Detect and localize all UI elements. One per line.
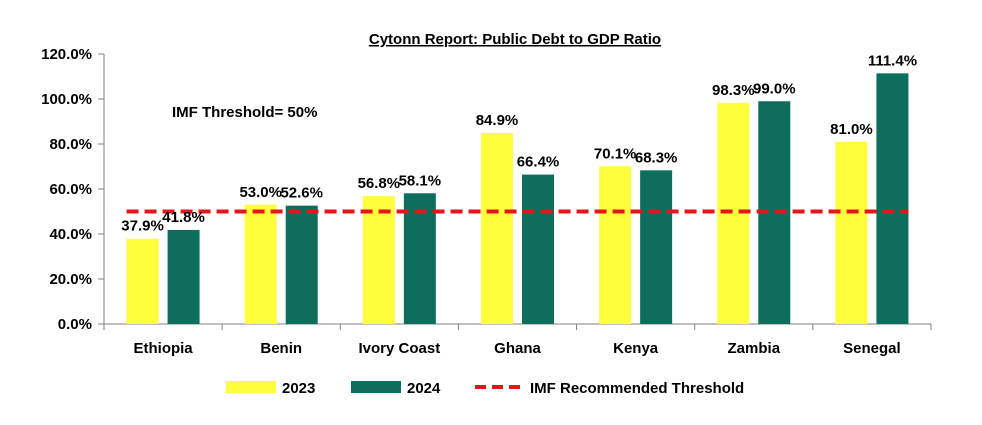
threshold-annotation: IMF Threshold= 50% (172, 104, 317, 121)
bar-2023 (362, 196, 395, 324)
x-tick-label: Zambia (728, 340, 781, 357)
chart-title: Cytonn Report: Public Debt to GDP Ratio (369, 31, 661, 48)
x-tick-label: Ghana (494, 340, 541, 357)
legend-swatch (226, 381, 276, 393)
bar-2024 (522, 174, 554, 324)
data-label: 81.0% (830, 121, 873, 138)
y-tick-label: 20.0% (49, 271, 92, 288)
bar-2023 (244, 204, 277, 324)
bar-2023 (835, 141, 868, 324)
bar-2024 (167, 229, 200, 324)
bar-2023 (599, 166, 632, 324)
data-label: 98.3% (712, 82, 755, 99)
y-tick-label: 60.0% (49, 181, 92, 198)
x-tick-label: Benin (260, 340, 302, 357)
x-tick-label: Senegal (843, 340, 901, 357)
axes: 0.0% 20.0% 40.0% 60.0% 80.0% 100.0% 120.0% Ethi… (41, 46, 932, 357)
bar-2024 (640, 170, 673, 324)
bar-2024 (403, 193, 436, 324)
data-label: 66.4% (517, 154, 560, 171)
x-tick-label: Ethiopia (133, 340, 193, 357)
y-tick-label: 80.0% (49, 136, 92, 153)
y-tick-label: 40.0% (49, 226, 92, 243)
legend: 2023 2024 IMF Recommended Threshold (226, 380, 744, 397)
data-label: 37.9% (121, 218, 164, 235)
x-tick-label: Kenya (613, 340, 659, 357)
data-label: 99.0% (753, 80, 796, 97)
bar-2023 (126, 238, 159, 324)
legend-label: IMF Recommended Threshold (530, 380, 744, 397)
y-tick-label: 0.0% (58, 316, 92, 333)
data-label: 84.9% (476, 112, 519, 129)
bar-2024 (876, 73, 909, 324)
bar-2023 (481, 132, 513, 324)
data-label: 68.3% (635, 149, 678, 166)
data-label: 111.4% (868, 52, 917, 69)
y-tick-label: 120.0% (41, 46, 92, 63)
legend-label: 2023 (282, 380, 315, 397)
data-labels: 37.9% 53.0% 56.8% 84.9% 70.1% 98.3% 81.0% 41.8%… (121, 52, 917, 234)
data-label: 58.1% (399, 172, 442, 189)
y-tick-label: 100.0% (41, 91, 92, 108)
data-label: 53.0% (239, 184, 282, 201)
data-label: 52.6% (280, 185, 323, 202)
legend-swatch (351, 381, 401, 393)
data-label: 70.1% (594, 145, 637, 162)
x-tick-label: Ivory Coast (359, 340, 441, 357)
data-label: 56.8% (358, 175, 401, 192)
data-label: 41.8% (162, 209, 205, 226)
bar-2024 (285, 205, 318, 324)
legend-label: 2024 (407, 380, 441, 397)
